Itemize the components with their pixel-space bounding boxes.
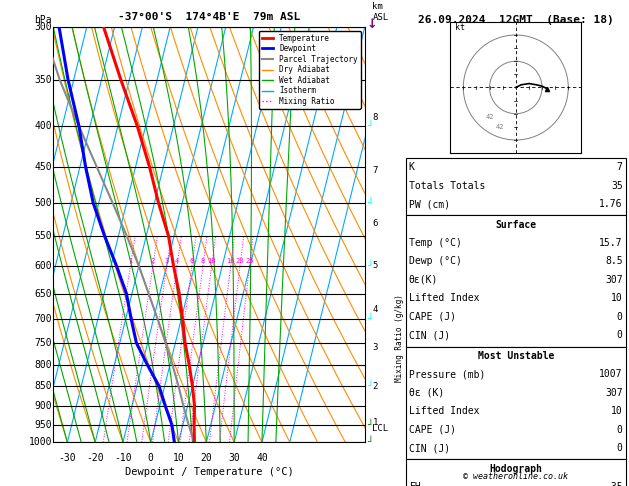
Text: 30: 30: [228, 452, 240, 463]
Text: K: K: [409, 162, 415, 172]
Text: ┘: ┘: [367, 121, 372, 131]
Text: 0: 0: [617, 330, 623, 340]
Text: 950: 950: [35, 419, 52, 430]
Text: ┘: ┘: [367, 381, 372, 391]
Text: 25: 25: [245, 258, 253, 264]
Text: Mixing Ratio (g/kg): Mixing Ratio (g/kg): [395, 295, 404, 382]
Text: 700: 700: [35, 314, 52, 324]
Text: 16: 16: [226, 258, 235, 264]
Text: 900: 900: [35, 401, 52, 411]
Text: 650: 650: [35, 289, 52, 298]
Text: 6: 6: [372, 219, 378, 227]
Text: Lifted Index: Lifted Index: [409, 294, 479, 303]
Text: 4: 4: [175, 258, 179, 264]
Text: km
ASL: km ASL: [372, 2, 389, 22]
Text: 42: 42: [486, 114, 494, 120]
Text: 600: 600: [35, 261, 52, 271]
Text: ┘: ┘: [367, 198, 372, 208]
Text: 450: 450: [35, 162, 52, 172]
Text: 5: 5: [372, 261, 378, 270]
Text: 20: 20: [201, 452, 212, 463]
Text: -20: -20: [86, 452, 104, 463]
Text: 2: 2: [372, 382, 378, 391]
Text: 307: 307: [605, 388, 623, 398]
Text: θε (K): θε (K): [409, 388, 444, 398]
Text: CAPE (J): CAPE (J): [409, 425, 456, 434]
Text: Dewp (°C): Dewp (°C): [409, 257, 462, 266]
Text: 800: 800: [35, 360, 52, 370]
Text: 750: 750: [35, 338, 52, 348]
Text: 10: 10: [173, 452, 184, 463]
Text: ┘: ┘: [367, 437, 372, 447]
Text: 0: 0: [617, 443, 623, 453]
Text: -30: -30: [58, 452, 76, 463]
Text: Hodograph: Hodograph: [489, 464, 542, 473]
Text: 26.09.2024  12GMT  (Base: 18): 26.09.2024 12GMT (Base: 18): [418, 15, 614, 25]
Text: 307: 307: [605, 275, 623, 285]
Text: 550: 550: [35, 231, 52, 241]
Text: 10: 10: [611, 406, 623, 416]
Text: 40: 40: [256, 452, 268, 463]
Text: 1: 1: [372, 418, 378, 427]
Text: ↓: ↓: [367, 18, 377, 31]
Text: 0: 0: [617, 312, 623, 322]
Text: 1000: 1000: [28, 437, 52, 447]
Text: © weatheronline.co.uk: © weatheronline.co.uk: [464, 472, 568, 481]
Text: 1007: 1007: [599, 369, 623, 379]
Text: LCL: LCL: [372, 424, 389, 433]
Text: PW (cm): PW (cm): [409, 199, 450, 209]
Text: 10: 10: [611, 294, 623, 303]
Text: CIN (J): CIN (J): [409, 330, 450, 340]
Text: Totals Totals: Totals Totals: [409, 181, 485, 191]
Text: Pressure (mb): Pressure (mb): [409, 369, 485, 379]
Text: CAPE (J): CAPE (J): [409, 312, 456, 322]
Text: Dewpoint / Temperature (°C): Dewpoint / Temperature (°C): [125, 467, 294, 477]
Text: 0: 0: [617, 425, 623, 434]
Text: 850: 850: [35, 381, 52, 391]
Text: -37°00'S  174°4B'E  79m ASL: -37°00'S 174°4B'E 79m ASL: [118, 12, 300, 22]
Text: CIN (J): CIN (J): [409, 443, 450, 453]
Text: 35: 35: [611, 181, 623, 191]
Text: Lifted Index: Lifted Index: [409, 406, 479, 416]
Text: 7: 7: [617, 162, 623, 172]
Text: 7: 7: [372, 166, 378, 175]
Text: 400: 400: [35, 121, 52, 131]
Text: 3: 3: [165, 258, 169, 264]
Text: ┘: ┘: [367, 314, 372, 324]
Text: ┘: ┘: [367, 419, 372, 430]
Text: -10: -10: [114, 452, 132, 463]
Text: 0: 0: [148, 452, 153, 463]
Text: -35: -35: [605, 482, 623, 486]
Text: 1: 1: [128, 258, 133, 264]
Text: 2: 2: [151, 258, 155, 264]
Legend: Temperature, Dewpoint, Parcel Trajectory, Dry Adiabat, Wet Adiabat, Isotherm, Mi: Temperature, Dewpoint, Parcel Trajectory…: [259, 31, 361, 109]
Text: hPa: hPa: [35, 15, 52, 25]
Text: 10: 10: [208, 258, 216, 264]
Text: 350: 350: [35, 75, 52, 85]
Text: 1.76: 1.76: [599, 199, 623, 209]
Text: Temp (°C): Temp (°C): [409, 238, 462, 248]
Text: kt: kt: [455, 23, 465, 32]
Text: Surface: Surface: [495, 220, 537, 229]
Text: 4: 4: [372, 305, 378, 313]
Text: 42: 42: [496, 124, 504, 130]
Text: 6: 6: [190, 258, 194, 264]
Text: 15.7: 15.7: [599, 238, 623, 248]
Text: 300: 300: [35, 22, 52, 32]
Text: θε(K): θε(K): [409, 275, 438, 285]
Text: 20: 20: [236, 258, 244, 264]
Text: 3: 3: [372, 343, 378, 352]
Text: 500: 500: [35, 198, 52, 208]
Text: Most Unstable: Most Unstable: [477, 351, 554, 361]
Text: 8: 8: [372, 113, 378, 122]
Text: 8: 8: [201, 258, 205, 264]
Text: 8.5: 8.5: [605, 257, 623, 266]
Text: ┘: ┘: [367, 261, 372, 271]
Text: EH: EH: [409, 482, 421, 486]
